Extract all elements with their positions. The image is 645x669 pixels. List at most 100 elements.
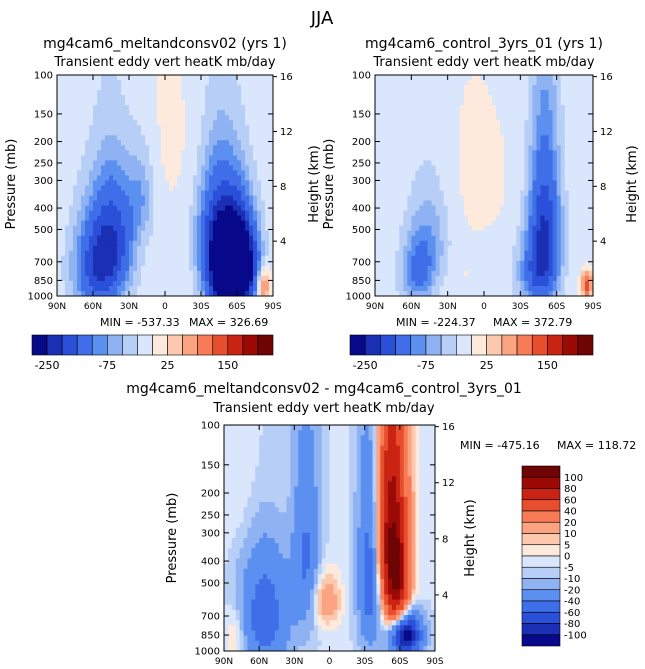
contour-cell — [145, 80, 150, 86]
contour-cell — [265, 110, 270, 116]
contour-cell — [556, 90, 562, 96]
contour-cell — [121, 290, 126, 297]
contour-cell — [173, 280, 178, 287]
contour-cell — [173, 205, 178, 212]
contour-cell — [500, 170, 505, 176]
contour-cell — [459, 210, 465, 217]
contour-cell — [269, 140, 274, 146]
contour-cell — [241, 75, 246, 81]
contour-cell — [568, 205, 574, 212]
contour-cell — [576, 155, 582, 161]
contour-cell — [249, 95, 254, 101]
contour-cell — [181, 280, 186, 287]
contour-cell — [451, 140, 457, 146]
contour-cell — [233, 150, 238, 156]
contour-cell — [508, 275, 513, 282]
contour-cell — [69, 215, 74, 222]
contour-cell — [479, 210, 485, 217]
contour-cell — [447, 275, 453, 282]
contour-cell — [97, 175, 102, 181]
contour-cell — [201, 145, 206, 151]
contour-cell — [431, 125, 436, 131]
contour-cell — [189, 255, 194, 262]
contour-cell — [197, 175, 202, 181]
contour-cell — [217, 220, 222, 227]
contour-cell — [249, 175, 254, 181]
contour-cell — [157, 85, 162, 91]
contour-cell — [520, 155, 525, 161]
contour-cell — [368, 425, 373, 431]
contour-cell — [435, 165, 440, 171]
contour-cell — [213, 235, 218, 242]
contour-cell — [427, 275, 432, 282]
contour-cell — [253, 135, 258, 141]
contour-cell — [257, 185, 262, 191]
contour-cell — [391, 140, 396, 146]
contour-cell — [117, 160, 122, 166]
contour-cell — [584, 115, 590, 121]
contour-cell — [516, 170, 521, 176]
contour-cell — [372, 425, 377, 431]
contour-cell — [93, 85, 98, 91]
contour-cell — [375, 175, 380, 181]
contour-cell — [488, 220, 493, 227]
contour-cell — [496, 170, 501, 176]
contour-cell — [229, 285, 234, 292]
contour-cell — [129, 75, 134, 81]
contour-cell — [496, 200, 501, 206]
contour-cell — [345, 425, 350, 431]
contour-cell — [209, 260, 214, 267]
contour-cell — [560, 155, 566, 161]
contour-cell — [165, 200, 170, 206]
contour-cell — [153, 245, 158, 252]
contour-cell — [85, 215, 90, 222]
contour-cell — [241, 140, 246, 146]
contour-cell — [173, 180, 178, 186]
contour-cell — [265, 75, 270, 81]
contour-cell — [249, 270, 254, 277]
contour-cell — [193, 80, 198, 86]
contour-cell — [419, 175, 424, 181]
contour-cell — [552, 270, 558, 277]
contour-cell — [443, 120, 449, 126]
contour-cell — [423, 155, 428, 161]
contour-cell — [512, 135, 517, 141]
contour-cell — [572, 260, 578, 267]
contour-cell — [379, 120, 384, 126]
contour-cell — [488, 145, 493, 151]
contour-cell — [379, 265, 384, 272]
contour-cell — [439, 100, 445, 106]
contour-cell — [229, 85, 234, 91]
contour-cell — [189, 260, 194, 267]
contour-cell — [185, 280, 190, 287]
contour-cell — [451, 165, 457, 171]
contour-cell — [225, 125, 230, 131]
contour-cell — [512, 260, 517, 267]
contour-cell — [492, 100, 497, 106]
contour-cell — [257, 125, 262, 131]
contour-cell — [73, 215, 78, 222]
contour-cell — [356, 425, 362, 431]
contour-cell — [193, 215, 198, 222]
contour-cell — [269, 100, 274, 106]
contour-cell — [109, 155, 114, 161]
contour-cell — [584, 210, 590, 217]
contour-cell — [375, 255, 380, 262]
contour-cell — [536, 275, 541, 282]
contour-cell — [556, 130, 562, 136]
contour-cell — [504, 200, 509, 206]
contour-cell — [153, 260, 158, 267]
contour-cell — [213, 185, 218, 191]
contour-cell — [508, 210, 513, 217]
contour-cell — [109, 235, 114, 242]
contour-cell — [109, 165, 114, 171]
contour-cell — [584, 145, 590, 151]
contour-cell — [564, 225, 570, 232]
contour-cell — [488, 205, 493, 212]
contour-cell — [500, 120, 505, 126]
contour-cell — [153, 250, 158, 257]
contour-cell — [492, 255, 497, 262]
contour-cell — [245, 130, 250, 136]
contour-cell — [205, 150, 210, 156]
contour-cell — [193, 245, 198, 252]
